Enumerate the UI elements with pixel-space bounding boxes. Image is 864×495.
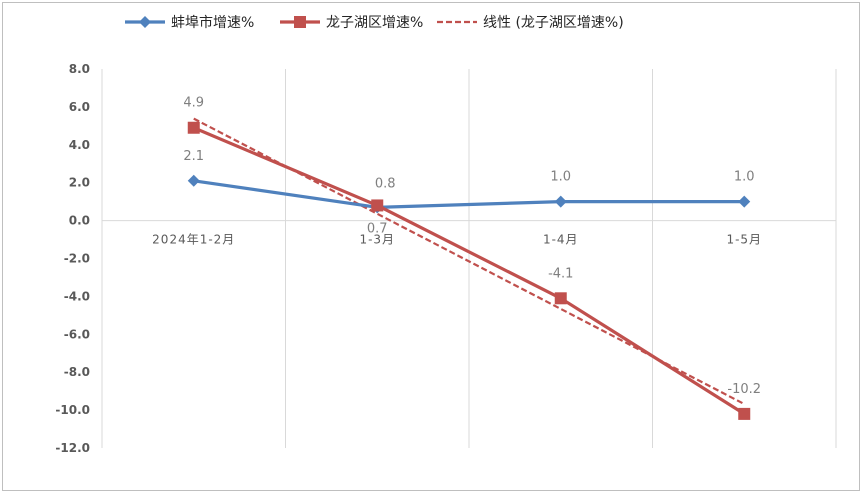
- y-tick-label: -2.0: [64, 252, 90, 266]
- x-tick-label: 2024年1-2月: [152, 233, 235, 247]
- data-label-longzihu: 4.9: [183, 96, 204, 111]
- y-tick-label: 6.0: [69, 100, 90, 114]
- data-label-bengbu: 0.7: [367, 221, 388, 236]
- x-tick-label: 1-5月: [726, 233, 762, 247]
- legend-marker: [139, 16, 151, 28]
- data-point-bengbu: [738, 195, 751, 208]
- y-tick-label: 8.0: [69, 62, 90, 76]
- data-point-longzihu: [371, 199, 384, 212]
- y-tick-label: 4.0: [69, 138, 90, 152]
- data-label-longzihu: -4.1: [548, 266, 573, 281]
- data-point-longzihu: [187, 121, 200, 134]
- y-tick-label: 0.0: [69, 214, 90, 228]
- x-tick-label: 1-3月: [359, 233, 395, 247]
- legend-label: 蚌埠市增速%: [171, 14, 254, 31]
- data-point-longzihu: [738, 407, 751, 420]
- data-point-longzihu: [554, 292, 567, 305]
- data-label-longzihu: 0.8: [375, 176, 396, 191]
- series-line-bengbu: [193, 179, 745, 209]
- data-point-bengbu: [187, 174, 200, 187]
- x-tick-label: 1-4月: [543, 233, 579, 247]
- legend-label: 龙子湖区增速%: [326, 15, 423, 31]
- data-label-longzihu: -10.2: [727, 382, 761, 397]
- legend-marker: [294, 16, 306, 28]
- y-tick-label: -6.0: [64, 327, 90, 341]
- y-tick-label: -12.0: [55, 441, 90, 455]
- data-label-bengbu: 1.0: [550, 170, 571, 185]
- data-label-bengbu: 2.1: [183, 149, 204, 164]
- data-label-bengbu: 1.0: [734, 170, 755, 185]
- y-tick-label: -8.0: [64, 365, 90, 379]
- legend-label: 线性 (龙子湖区增速%): [483, 15, 624, 31]
- series-line-longzihu: [193, 126, 746, 416]
- y-tick-label: 2.0: [69, 176, 90, 190]
- y-tick-label: -10.0: [55, 403, 90, 417]
- y-tick-label: -4.0: [64, 289, 90, 303]
- data-point-bengbu: [554, 195, 567, 208]
